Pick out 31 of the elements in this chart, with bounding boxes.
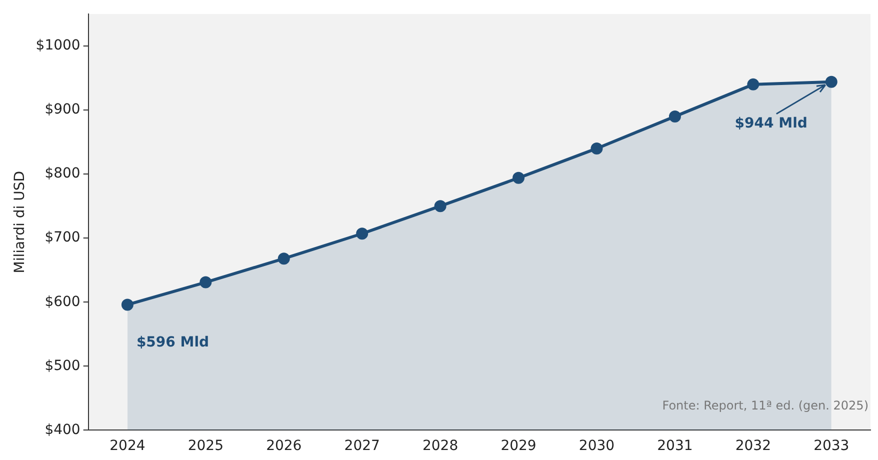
x-tick-label: 2031 <box>657 438 693 454</box>
annotation: Fonte: Report, 11ª ed. (gen. 2025) <box>662 398 868 412</box>
x-tick-label: 2024 <box>110 438 146 454</box>
point <box>200 276 212 288</box>
point <box>747 78 760 90</box>
y-axis-title: Miliardi di USD <box>12 170 28 274</box>
y-tick-label: $600 <box>44 294 80 310</box>
point <box>668 110 681 122</box>
point <box>434 200 446 212</box>
x-tick-label: 2028 <box>422 438 458 454</box>
y-tick-label: $900 <box>44 102 80 118</box>
x-tick-label: 2030 <box>578 438 615 454</box>
point <box>590 142 603 154</box>
annotation: $596 Mld <box>136 334 210 350</box>
y-tick-label: $500 <box>44 358 80 374</box>
point <box>356 228 368 240</box>
point <box>278 252 290 265</box>
x-tick-label: 2033 <box>814 438 850 454</box>
annotation: $944 Mld <box>734 116 808 132</box>
x-tick-label: 2032 <box>735 438 771 454</box>
x-tick-label: 2025 <box>188 438 224 454</box>
point <box>512 172 525 184</box>
point <box>121 298 134 311</box>
y-tick-label: $700 <box>44 230 80 246</box>
y-tick-label: $400 <box>44 422 80 438</box>
y-tick-label: $1000 <box>36 38 80 54</box>
y-tick-label: $800 <box>44 166 80 182</box>
x-tick-label: 2029 <box>500 438 536 454</box>
x-tick-label: 2027 <box>344 438 380 454</box>
x-tick-label: 2026 <box>266 438 302 454</box>
point <box>825 76 838 88</box>
